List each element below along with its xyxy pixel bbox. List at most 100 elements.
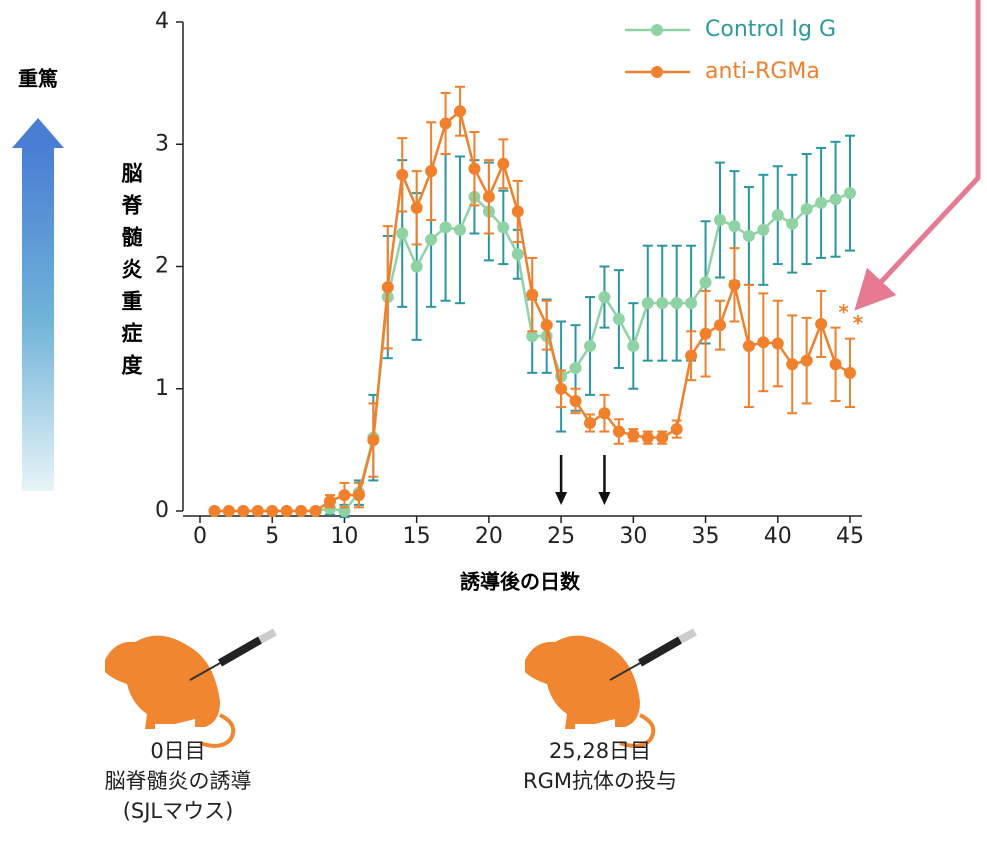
caption: 脳脊髄炎の誘導 — [105, 769, 252, 793]
data-point — [584, 417, 596, 429]
data-point — [801, 355, 813, 367]
data-point — [310, 505, 322, 517]
data-point — [801, 203, 813, 215]
significance-mark: * — [853, 311, 864, 335]
pointer-arrow — [868, 0, 978, 296]
data-point — [483, 191, 495, 203]
severity-label: 重篤 — [18, 67, 58, 91]
y-tick-label: 3 — [155, 131, 169, 156]
y-tick-label: 0 — [155, 498, 169, 523]
data-point — [627, 340, 639, 352]
data-point — [396, 227, 408, 239]
x-tick-label: 15 — [403, 524, 431, 549]
syringe-barrel — [640, 640, 680, 663]
data-point — [815, 197, 827, 209]
data-point — [324, 495, 336, 507]
legend-label: Control Ig G — [705, 17, 836, 42]
data-point — [598, 291, 610, 303]
data-point — [440, 117, 452, 129]
data-point — [440, 221, 452, 233]
x-tick-label: 45 — [836, 524, 864, 549]
data-point — [512, 205, 524, 217]
data-point — [830, 358, 842, 370]
x-tick-label: 30 — [619, 524, 647, 549]
data-point — [208, 505, 220, 517]
data-point — [671, 423, 683, 435]
data-point — [497, 158, 509, 170]
data-point — [757, 224, 769, 236]
severity-arrow-head — [12, 118, 64, 148]
caption: RGM抗体の投与 — [523, 769, 677, 793]
data-point — [844, 367, 856, 379]
data-point — [223, 505, 235, 517]
significance-mark: * — [838, 300, 849, 324]
y-tick-label: 4 — [155, 9, 169, 34]
data-point — [728, 220, 740, 232]
data-point — [367, 434, 379, 446]
data-point — [714, 319, 726, 331]
data-point — [743, 230, 755, 242]
data-point — [425, 234, 437, 246]
data-point — [281, 505, 293, 517]
data-point — [714, 214, 726, 226]
data-point — [396, 169, 408, 181]
x-tick-label: 35 — [692, 524, 720, 549]
data-point — [786, 358, 798, 370]
data-point — [671, 297, 683, 309]
y-tick-label: 1 — [155, 376, 169, 401]
mouse — [525, 636, 640, 729]
data-point — [786, 218, 798, 230]
data-point — [295, 505, 307, 517]
data-point — [454, 105, 466, 117]
data-point — [338, 489, 350, 501]
data-point — [772, 338, 784, 350]
x-tick-label: 5 — [265, 524, 279, 549]
data-point — [541, 319, 553, 331]
x-tick-label: 25 — [547, 524, 575, 549]
data-point — [613, 426, 625, 438]
data-point — [512, 248, 524, 260]
caption: 0日目 — [150, 739, 205, 763]
data-point — [656, 297, 668, 309]
data-point — [353, 489, 365, 501]
data-point — [642, 432, 654, 444]
data-point — [656, 432, 668, 444]
data-point — [743, 340, 755, 352]
data-point — [627, 429, 639, 441]
chart: 重篤 脳脊髄炎重症度 誘導後の日数 0123405101520253035404… — [0, 0, 987, 842]
legend-marker — [651, 66, 663, 78]
data-point — [772, 209, 784, 221]
severity-arrow — [22, 146, 54, 491]
legend-label: anti-RGMa — [705, 59, 820, 84]
caption: 25,28日目 — [549, 739, 651, 763]
x-tick-label: 0 — [193, 524, 207, 549]
data-point — [830, 193, 842, 205]
data-point — [844, 187, 856, 199]
data-point — [815, 318, 827, 330]
mouse — [105, 636, 220, 729]
legend-marker — [651, 24, 663, 36]
dosing-arrow-head — [555, 492, 567, 505]
illustrations — [105, 632, 695, 746]
data-point — [411, 261, 423, 273]
data-point — [555, 383, 567, 395]
data-point — [685, 350, 697, 362]
data-point — [700, 328, 712, 340]
syringe-tip — [680, 632, 695, 640]
data-point — [526, 289, 538, 301]
data-point — [425, 165, 437, 177]
data-point — [642, 297, 654, 309]
data-point — [584, 340, 596, 352]
data-point — [700, 276, 712, 288]
y-axis-label: 脳脊髄炎重症度 — [119, 162, 144, 386]
data-point — [497, 221, 509, 233]
data-point — [252, 505, 264, 517]
data-point — [570, 362, 582, 374]
data-point — [454, 224, 466, 236]
x-tick-label: 20 — [475, 524, 503, 549]
dosing-arrow-head — [598, 492, 610, 505]
x-axis-label: 誘導後の日数 — [460, 570, 581, 594]
data-point — [613, 313, 625, 325]
data-point — [266, 505, 278, 517]
data-point — [598, 407, 610, 419]
